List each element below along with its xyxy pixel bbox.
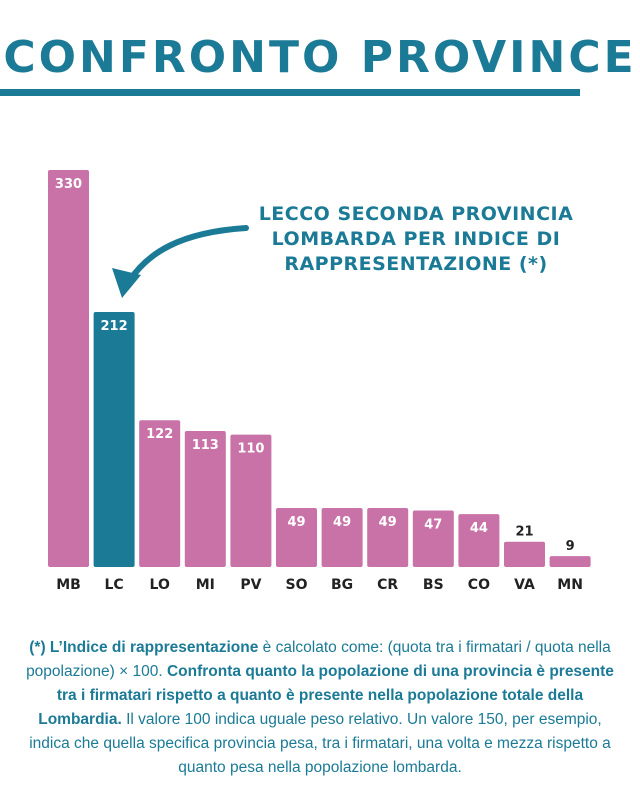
bar-co (458, 514, 500, 567)
bar-value-label: 49 (287, 515, 305, 530)
bar-value-label: 49 (333, 515, 351, 530)
bar-value-label: 9 (566, 539, 575, 554)
bar-va (504, 541, 545, 567)
annotation-arrow (112, 225, 249, 298)
bars-group: 330 MB 212 LC 122 LO 113 MI 110 PV 49 SO 49 BG 49 CR 47 B… (48, 170, 591, 593)
chart-annotation: LECCO SECONDA PROVINCIA LOMBARDA PER IND… (236, 202, 596, 277)
bar-value-label: 212 (101, 319, 128, 334)
bar-bg (321, 508, 363, 567)
bar-pv (230, 434, 272, 567)
bar-value-label: 44 (470, 521, 488, 536)
bar-so (276, 508, 317, 567)
bar-mi (184, 431, 226, 567)
x-tick-label: BS (423, 577, 444, 593)
annotation-line: LECCO SECONDA PROVINCIA (258, 203, 574, 225)
x-tick-label: BG (331, 577, 353, 593)
bar-value-label: 21 (515, 525, 533, 540)
x-tick-label: CR (377, 577, 398, 593)
x-tick-label: MN (557, 577, 583, 593)
bar-value-label: 49 (379, 515, 397, 530)
x-tick-label: PV (240, 577, 261, 593)
title-underline (0, 89, 580, 96)
bar-cr (367, 508, 409, 567)
footnote-marker: (*) (29, 639, 46, 656)
x-tick-label: LC (104, 577, 123, 593)
bar-lo (139, 420, 181, 567)
bar-value-label: 330 (55, 177, 82, 192)
page-title: CONFRONTO PROVINCE (3, 32, 637, 83)
bar-chart: 330 MB 212 LC 122 LO 113 MI 110 PV 49 SO 49 BG 49 CR 47 B… (48, 170, 591, 593)
x-tick-label: VA (514, 577, 535, 593)
bar-value-label: 47 (424, 517, 442, 532)
x-tick-label: LO (150, 577, 170, 593)
footnote-text: Il valore 100 indica uguale peso relativ… (29, 711, 611, 776)
bar-value-label: 110 (237, 442, 264, 457)
footnote: (*) L’Indice di rappresentazione è calco… (20, 636, 620, 780)
x-tick-label: MB (56, 577, 81, 593)
bar-mn (549, 556, 591, 567)
bar-mb (48, 170, 89, 567)
bar-lc (93, 311, 135, 567)
footnote-text: è calcolato come: (quota tra i firmatari… (26, 639, 611, 680)
x-tick-label: SO (286, 577, 308, 593)
x-tick-label: CO (468, 577, 490, 593)
bar-value-label: 122 (146, 427, 173, 442)
bar-bs (412, 510, 454, 567)
x-tick-label: MI (196, 577, 215, 593)
bar-value-label: 113 (192, 438, 219, 453)
footnote-bold-text: Confronta quanto la popolazione di una p… (38, 663, 614, 728)
annotation-line: RAPPRESENTAZIONE (*) (284, 253, 548, 275)
annotation-line: LOMBARDA PER INDICE DI (271, 228, 561, 250)
footnote-term: L’Indice di rappresentazione (49, 639, 259, 656)
